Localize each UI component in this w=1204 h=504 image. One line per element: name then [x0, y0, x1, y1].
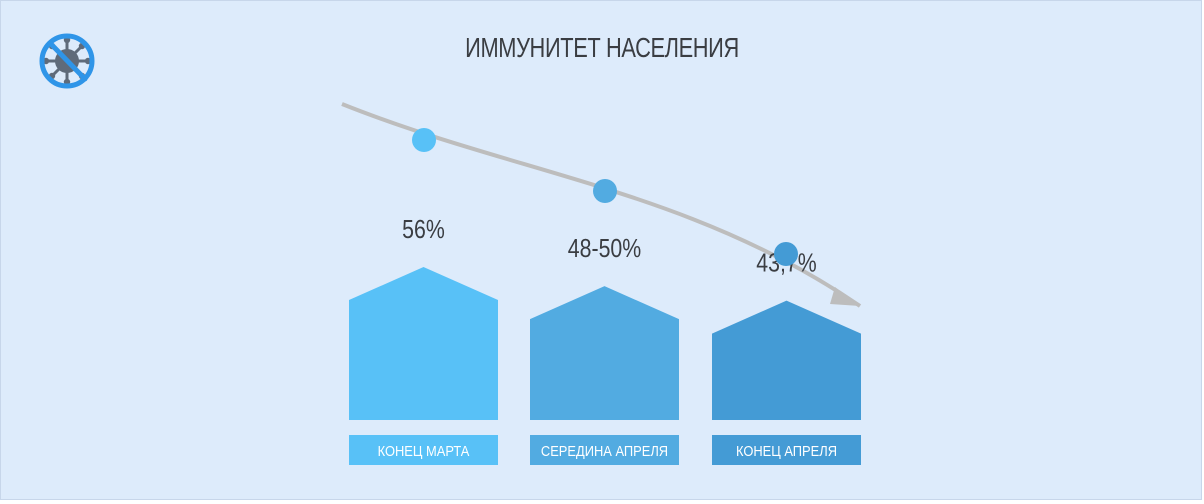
page-title: ИММУНИТЕТ НАСЕЛЕНИЯ: [465, 32, 739, 63]
trend-point-3: [774, 242, 798, 266]
data-label-2: 48-50%: [568, 234, 641, 264]
category-label-3: КОНЕЦ АПРЕЛЯ: [736, 442, 837, 459]
trend-point-1: [412, 128, 436, 152]
bar-1: [349, 267, 498, 420]
category-label-box-1: [349, 435, 498, 465]
bar-2: [530, 286, 679, 420]
category-label-1: КОНЕЦ МАРТА: [378, 442, 470, 459]
category-label-2: СЕРЕДИНА АПРЕЛЯ: [541, 442, 668, 459]
no-virus-icon: [30, 31, 104, 91]
trend-point-2: [593, 179, 617, 203]
trend-arrowhead: [830, 287, 860, 306]
category-label-box-3: [712, 435, 861, 465]
data-label-1: 56%: [402, 215, 445, 245]
bar-3: [712, 300, 861, 420]
category-label-box-2: [530, 435, 679, 465]
